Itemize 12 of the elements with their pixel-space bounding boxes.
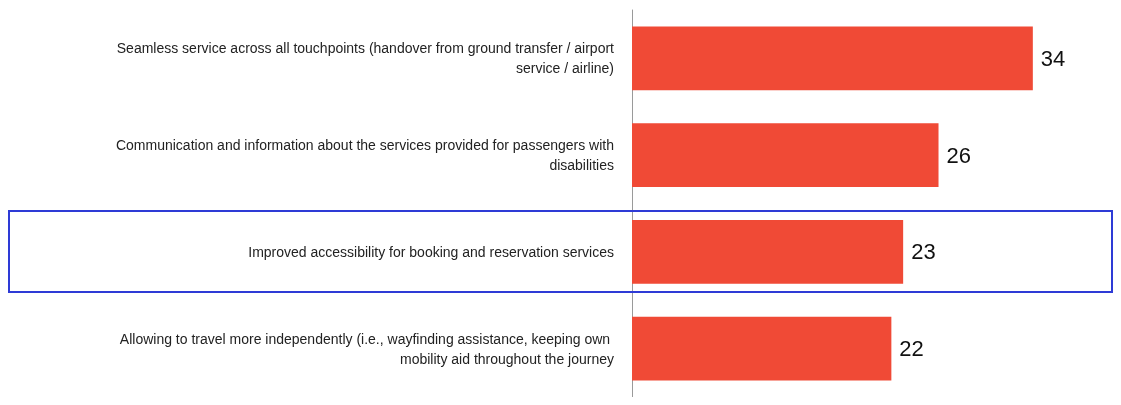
data-label: 34: [1040, 45, 1066, 71]
data-label: 22: [899, 336, 924, 362]
y-tick-label: Improved accessibility for booking and reservation services: [248, 243, 614, 260]
data-label: 23: [911, 239, 936, 265]
y-tick-label: Allowing to travel more independently (i.e., wayfinding assistance, keeping own mobility aid throughout the journey: [119, 330, 614, 367]
y-tick-label: Seamless service across all touchpoints (handover from ground transfer / airport service / airline): [116, 40, 615, 77]
y-tick-label: Communication and information about the services provided for passengers with disabilities: [115, 137, 614, 174]
bar: [632, 123, 939, 188]
data-label: 26: [946, 142, 971, 168]
bar: [632, 26, 1033, 91]
bar: [632, 316, 892, 381]
bar: [632, 219, 904, 284]
